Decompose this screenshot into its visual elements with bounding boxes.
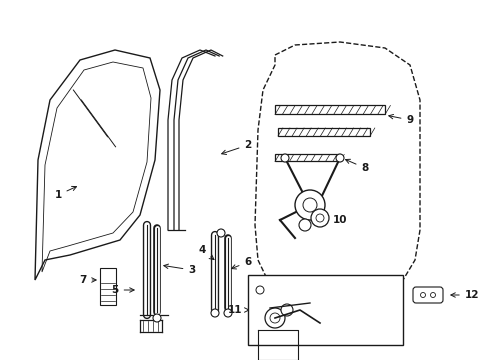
- Bar: [309, 279, 379, 287]
- Circle shape: [281, 154, 288, 162]
- Circle shape: [294, 190, 325, 220]
- Text: 12: 12: [450, 290, 478, 300]
- Circle shape: [310, 209, 328, 227]
- Circle shape: [420, 292, 425, 297]
- Text: 9: 9: [388, 114, 413, 125]
- Circle shape: [224, 309, 231, 317]
- Circle shape: [264, 308, 285, 328]
- Bar: [274, 105, 384, 114]
- FancyBboxPatch shape: [412, 287, 442, 303]
- Bar: [100, 268, 116, 305]
- Circle shape: [210, 309, 219, 317]
- Bar: [274, 154, 339, 162]
- Circle shape: [429, 292, 435, 297]
- Text: 1: 1: [54, 186, 76, 200]
- Circle shape: [298, 219, 310, 231]
- Text: 3: 3: [163, 264, 195, 275]
- Bar: [247, 275, 402, 345]
- Text: 7: 7: [79, 275, 96, 285]
- Text: 11: 11: [227, 305, 248, 315]
- Text: 2: 2: [221, 140, 251, 154]
- Text: 13: 13: [373, 284, 396, 295]
- Circle shape: [217, 229, 224, 237]
- Circle shape: [335, 154, 343, 162]
- Text: 6: 6: [231, 257, 251, 269]
- Text: 4: 4: [198, 245, 214, 260]
- Circle shape: [153, 314, 161, 322]
- Bar: [278, 128, 369, 136]
- Text: 5: 5: [111, 285, 134, 295]
- Circle shape: [281, 304, 292, 316]
- Text: 10: 10: [332, 215, 346, 225]
- Circle shape: [256, 286, 264, 294]
- Text: 8: 8: [345, 159, 368, 173]
